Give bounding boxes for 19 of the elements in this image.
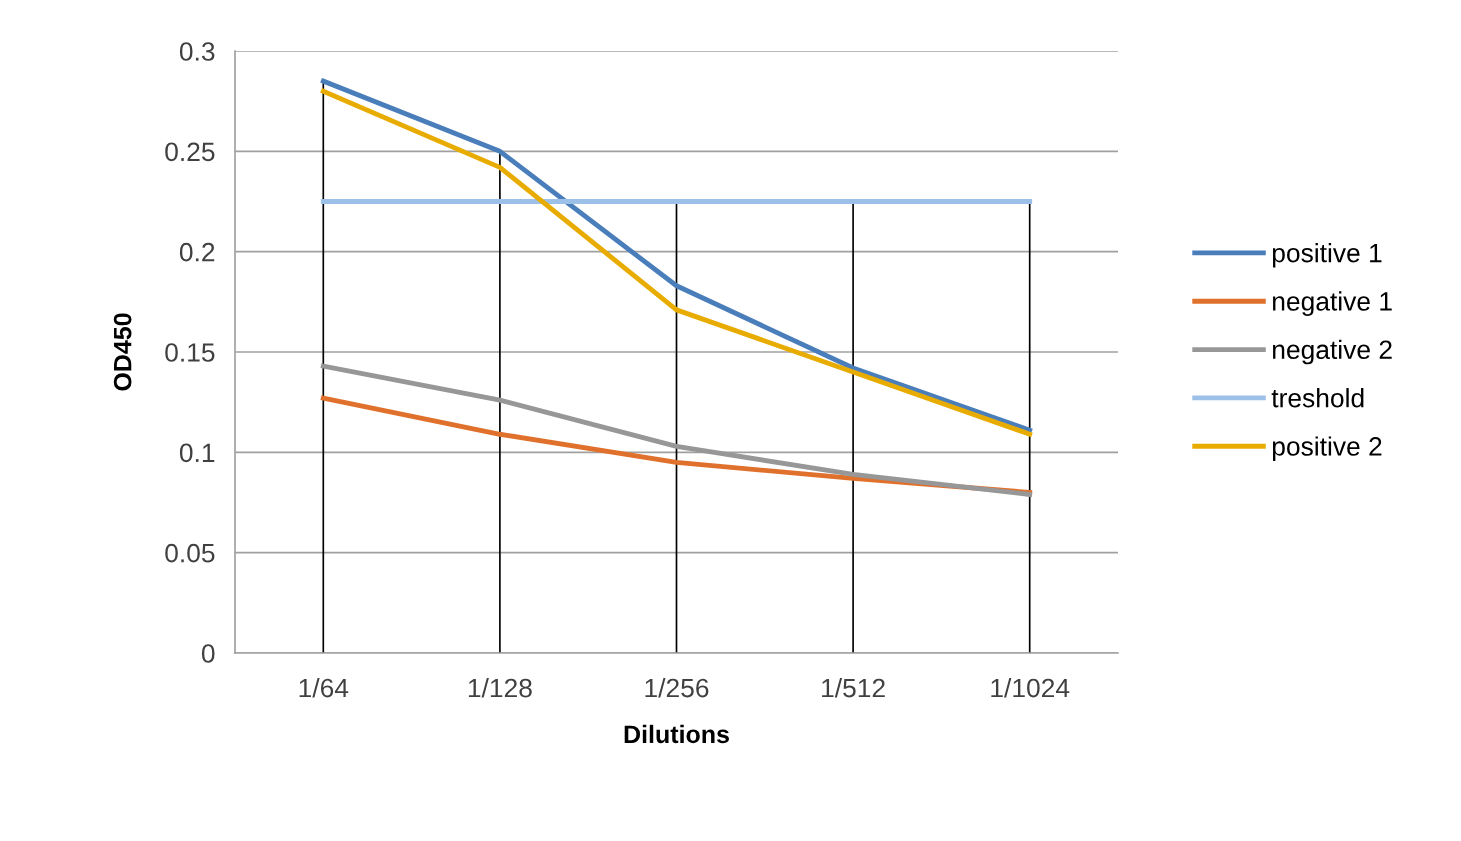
legend-label: positive 2: [1272, 436, 1382, 461]
x-tick-label: 1/512: [822, 678, 885, 698]
y-tick-label: 0.25: [165, 142, 215, 162]
y-tick-label: 0.05: [165, 543, 215, 563]
y-tick-label: 0.15: [165, 343, 215, 362]
y-axis-title: OD450: [113, 313, 132, 391]
x-axis-title: Dilutions: [624, 724, 729, 744]
x-tick-label: 1/1024: [991, 678, 1070, 698]
legend-label: negative 1: [1273, 291, 1392, 316]
x-tick-label: 1/128: [468, 678, 532, 698]
y-tick-label: 0: [201, 644, 215, 663]
y-tick-label: 0.1: [179, 443, 215, 463]
x-tick-label: 1/64: [299, 678, 349, 698]
legend-label: treshold: [1271, 388, 1364, 408]
y-tick-label: 0.2: [179, 242, 215, 262]
y-tick-label: 0.3: [179, 42, 215, 61]
legend-label: negative 2: [1273, 339, 1392, 365]
x-tick-label: 1/256: [645, 678, 709, 698]
legend-label: positive 1: [1272, 243, 1382, 268]
